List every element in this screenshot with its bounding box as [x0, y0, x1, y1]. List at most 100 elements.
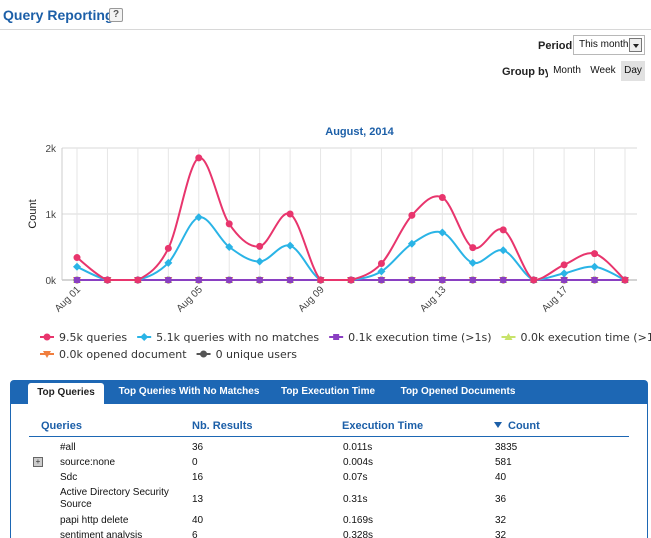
- column-header-results[interactable]: Nb. Results: [192, 420, 253, 432]
- data-point: [226, 277, 233, 283]
- data-point: [468, 258, 477, 267]
- sort-desc-icon: [494, 422, 502, 428]
- queries-table: Queries Nb. Results Execution Time Count…: [10, 404, 648, 538]
- data-point: [164, 244, 172, 252]
- cell-query[interactable]: Active Directory Security Source: [60, 487, 169, 510]
- groupby-week-button[interactable]: Week: [587, 61, 619, 81]
- y-tick-label: 0k: [45, 276, 57, 287]
- legend-label: 0.0k execution time (>10s): [521, 331, 651, 344]
- data-point: [408, 211, 416, 219]
- column-header-count[interactable]: Count: [494, 420, 540, 432]
- report-panel: Top Queries Top Queries With No Matches …: [10, 380, 648, 538]
- cell-query[interactable]: source:none: [60, 457, 116, 468]
- data-point: [286, 241, 295, 250]
- data-point: [225, 220, 233, 228]
- x-tick-label: Aug 05: [175, 284, 205, 314]
- cell-results: 36: [192, 442, 204, 453]
- data-point: [195, 277, 202, 283]
- legend-marker: [504, 333, 513, 340]
- line-chart: August, 2014 0k 1k 2k Count Aug 01 Aug 05 Aug 0…: [27, 126, 651, 361]
- cell-results: 16: [192, 472, 204, 483]
- legend-marker: [140, 333, 149, 341]
- data-point: [560, 261, 568, 269]
- cell-time: 0.31s: [343, 494, 368, 505]
- table-row[interactable]: + source:none 0 0.004s 581: [29, 457, 629, 469]
- data-point: [561, 277, 568, 283]
- y-axis-label: Count: [27, 199, 39, 228]
- data-point: [347, 276, 355, 284]
- cell-time: 0.169s: [343, 515, 374, 526]
- cell-count: 3835: [495, 442, 518, 453]
- x-tick-label: Aug 09: [296, 284, 326, 314]
- tab-top-opened-documents[interactable]: Top Opened Documents: [400, 386, 516, 397]
- cell-count: 32: [495, 530, 507, 538]
- period-value: This month: [579, 39, 629, 50]
- data-point: [438, 228, 447, 237]
- tab-top-queries-no-matches[interactable]: Top Queries With No Matches: [118, 386, 260, 397]
- data-point: [73, 254, 81, 262]
- legend-label: 0 unique users: [216, 348, 298, 361]
- column-header-execution-time[interactable]: Execution Time: [342, 420, 424, 432]
- data-point: [591, 250, 599, 258]
- data-point: [407, 239, 416, 248]
- cell-query[interactable]: sentiment analysis: [60, 530, 143, 538]
- cell-query[interactable]: #all: [60, 442, 76, 453]
- table-row[interactable]: #all 36 0.011s 3835: [29, 442, 629, 454]
- y-tick-label: 2k: [45, 144, 57, 155]
- y-tick-label: 1k: [45, 210, 57, 221]
- help-icon[interactable]: ?: [109, 8, 123, 22]
- legend-marker: [43, 333, 51, 341]
- cell-results: 0: [192, 457, 198, 468]
- cell-results: 40: [192, 515, 204, 526]
- data-point: [256, 277, 263, 283]
- header-divider: [29, 436, 629, 437]
- x-tick-label: Aug 01: [53, 284, 83, 314]
- chevron-down-icon[interactable]: [629, 38, 642, 52]
- expand-icon[interactable]: +: [33, 457, 43, 467]
- cell-count: 40: [495, 472, 507, 483]
- data-point: [378, 277, 385, 283]
- data-point: [164, 258, 173, 267]
- data-point: [377, 260, 385, 267]
- cell-query[interactable]: Sdc: [60, 472, 78, 483]
- chart-title: August, 2014: [325, 126, 394, 138]
- period-select[interactable]: This month: [573, 35, 645, 55]
- table-row[interactable]: sentiment analysis 6 0.328s 32: [29, 530, 629, 538]
- tab-top-queries[interactable]: Top Queries: [28, 383, 104, 405]
- data-point: [194, 213, 203, 222]
- table-row[interactable]: Active Directory Security Source 13 0.31…: [29, 487, 629, 513]
- column-header-queries[interactable]: Queries: [41, 420, 82, 432]
- cell-results: 6: [192, 530, 198, 538]
- cell-count: 581: [495, 457, 512, 468]
- tab-top-execution-time[interactable]: Top Execution Time: [280, 386, 376, 397]
- data-point: [317, 276, 325, 284]
- cell-results: 13: [192, 494, 204, 505]
- page-title: Query Reporting: [3, 7, 114, 23]
- groupby-day-button[interactable]: Day: [621, 61, 645, 81]
- data-point: [195, 154, 203, 162]
- groupby-label: Group by: [502, 66, 551, 78]
- cell-count: 32: [495, 515, 507, 526]
- data-point: [134, 276, 142, 284]
- data-point: [256, 242, 264, 250]
- data-point: [560, 269, 569, 278]
- cell-time: 0.07s: [343, 472, 368, 483]
- table-row[interactable]: papi http delete 40 0.169s 32: [29, 515, 629, 527]
- data-point: [469, 244, 477, 252]
- groupby-month-button[interactable]: Month: [548, 61, 586, 81]
- table-row[interactable]: Sdc 16 0.07s 40: [29, 472, 629, 484]
- data-point: [590, 262, 599, 271]
- data-point: [255, 257, 264, 266]
- cell-query[interactable]: papi http delete: [60, 515, 129, 526]
- data-point: [499, 226, 507, 234]
- legend-label: 9.5k queries: [59, 331, 127, 344]
- header: Query Reporting ?: [0, 0, 651, 30]
- legend-marker: [200, 350, 208, 358]
- cell-time: 0.328s: [343, 530, 374, 538]
- data-point: [287, 277, 294, 283]
- data-point: [73, 262, 81, 271]
- data-point: [439, 277, 446, 283]
- data-point: [499, 246, 508, 255]
- data-point: [591, 277, 598, 283]
- column-header-count-label: Count: [508, 420, 540, 432]
